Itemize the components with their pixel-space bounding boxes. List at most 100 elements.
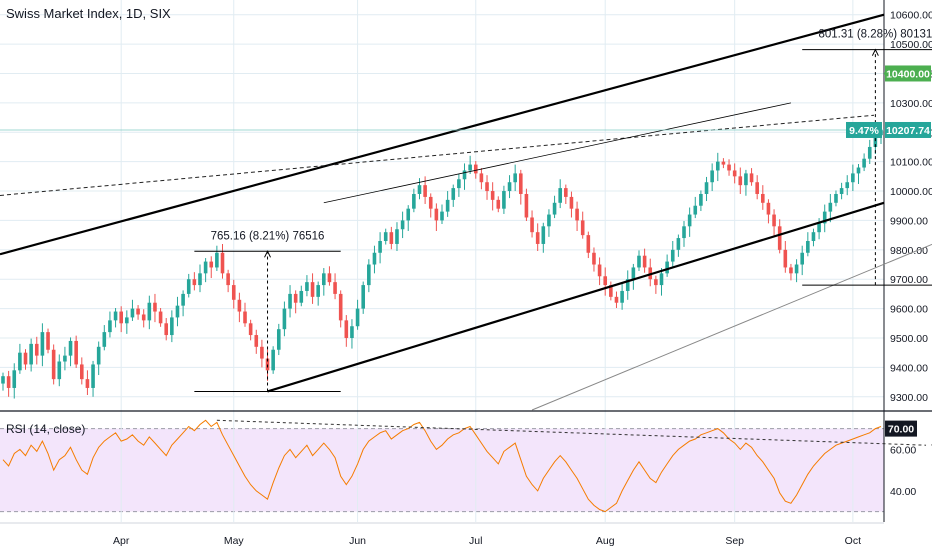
candle-body [338,293,343,321]
candle-body [473,164,478,174]
candle-body [496,199,501,209]
candle-body [772,214,776,227]
candle-body [29,343,33,365]
candle-body [333,282,337,294]
candle-body [102,332,107,347]
rsi-upper-badge-bg [885,420,917,437]
candle-body [822,211,827,224]
y-tick-label: 10600.00 [890,10,932,22]
candle-body [130,308,135,318]
candle-body [502,191,506,209]
candle-body [440,211,444,221]
candle-body [699,193,703,206]
candle-body [513,173,517,183]
candle-body [834,193,838,203]
candle-body [170,317,174,336]
candle-body [412,193,416,209]
candle-body [153,302,157,312]
candle-body [777,226,782,250]
candle-body [828,202,833,212]
candle-body [625,279,630,291]
candle-body [316,285,320,297]
candle-body [817,223,821,233]
candle-body [355,308,360,327]
candle-body [614,296,619,303]
rsi-line [2,419,882,513]
rsi-title: RSI (14, close) [6,422,86,436]
candle-body [862,158,866,168]
y-tick-label: 9900.00 [890,215,928,227]
x-tick-label: Aug [596,535,615,547]
candle-body [96,346,101,365]
y-tick-label: 9800.00 [890,245,928,257]
candle-body [524,193,529,218]
candle-body [665,261,669,274]
candle-body [710,170,714,183]
x-tick-label: May [224,535,245,547]
candle-body [378,241,382,253]
percent-change-badge: 9.47% [849,125,879,137]
candle-body [569,196,574,209]
candle-body [79,364,84,380]
candle-body [485,182,489,192]
candle-body [310,282,315,297]
y-tick-label: 10000.00 [890,186,932,198]
candle-body [293,293,298,303]
candle-body [265,358,270,371]
candle-body [654,279,658,286]
thin-trend-line [323,102,792,204]
candle-body [248,323,253,336]
candle-body [800,252,805,265]
y-tick-label: 9500.00 [890,333,928,345]
measure-label: 801.31 (8.28%) 80131 [818,29,932,41]
candle-body [322,273,326,286]
candle-body [676,238,681,250]
candle-body [789,267,793,274]
candle-body [6,376,11,388]
rsi-band [0,428,884,512]
candle-body [541,226,546,244]
candle-body [451,188,456,200]
candle-body [428,196,433,209]
candle-body [580,220,585,236]
candle-body [715,161,720,171]
candle-body [85,379,90,388]
candle-body [389,232,394,244]
candle-body [226,273,230,286]
candle-body [192,279,197,286]
candle-body [732,170,737,177]
candle-body [693,205,698,215]
candle-body [704,182,709,194]
candle-body [794,264,799,274]
candle-body [682,226,686,239]
y-tick-label: 9600.00 [890,304,928,316]
candle-body [434,208,439,221]
candle-body [91,364,95,388]
candle-body [288,293,292,309]
x-tick-label: Jun [349,535,366,547]
measure-arrow-icon [264,250,271,258]
candle-body [586,235,591,253]
candle-body [856,167,861,174]
y-tick-label: 9400.00 [890,362,928,374]
candle-body [400,220,405,230]
candle-body [806,241,810,253]
candle-body [237,299,242,312]
candle-body [851,173,855,183]
candle-body [738,176,743,186]
candle-body [395,229,399,244]
candle-body [175,305,180,318]
candle-body [23,352,28,365]
candle-body [867,146,872,159]
candle-body [547,214,551,227]
candle-body [209,261,214,268]
candle-body [125,317,129,324]
candle-body [839,188,844,194]
upper-channel-line [0,13,885,256]
candle-body [367,264,371,286]
x-tick-label: Oct [845,535,861,547]
candle-body [136,308,140,315]
dashed-resistance-line [0,114,875,196]
last-price-badge-bg [885,121,931,138]
